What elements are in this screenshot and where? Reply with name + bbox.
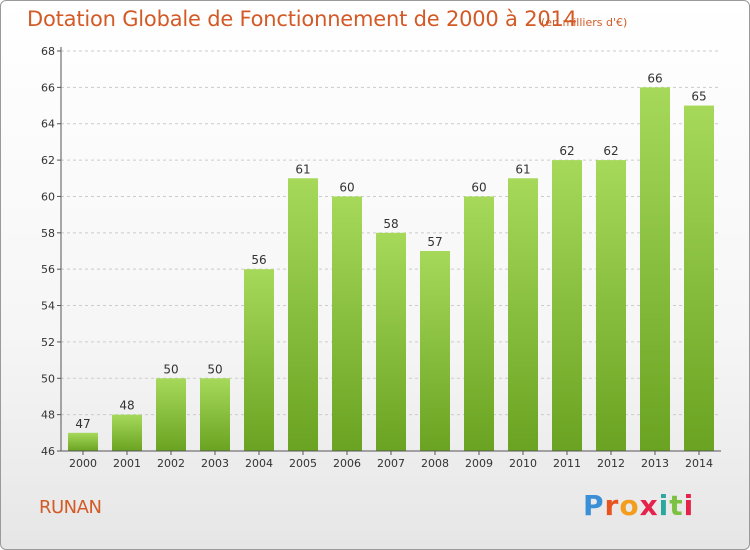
bar-value-label: 62 xyxy=(559,144,574,158)
bar-value-label: 62 xyxy=(603,144,618,158)
x-tick-label: 2007 xyxy=(377,457,405,470)
bar xyxy=(288,178,318,452)
logo-letter: r xyxy=(604,489,620,522)
bar-value-label: 50 xyxy=(163,362,178,376)
logo-letter: P xyxy=(583,489,605,522)
bar xyxy=(244,269,274,451)
bar-value-label: 61 xyxy=(295,162,310,176)
x-tick-label: 2008 xyxy=(421,457,449,470)
x-tick-label: 2004 xyxy=(245,457,273,470)
bar xyxy=(200,378,230,451)
y-tick-label: 64 xyxy=(41,118,55,131)
x-tick-label: 2011 xyxy=(553,457,581,470)
bar-value-label: 66 xyxy=(647,71,662,85)
y-tick-label: 66 xyxy=(41,81,55,94)
bar xyxy=(156,378,186,451)
chart-unit-note: (en milliers d'€) xyxy=(541,16,628,29)
y-tick-label: 68 xyxy=(41,45,55,58)
x-tick-label: 2001 xyxy=(113,457,141,470)
bar xyxy=(596,160,626,451)
x-tick-label: 2006 xyxy=(333,457,361,470)
x-tick-label: 2002 xyxy=(157,457,185,470)
x-tick-label: 2013 xyxy=(641,457,669,470)
bar-value-label: 56 xyxy=(251,253,266,267)
bar-value-label: 61 xyxy=(515,162,530,176)
bar-value-label: 58 xyxy=(383,217,398,231)
logo-letter: x xyxy=(639,489,659,522)
x-tick-label: 2005 xyxy=(289,457,317,470)
y-tick-label: 54 xyxy=(41,300,55,313)
bar xyxy=(464,196,494,451)
bar xyxy=(68,432,98,451)
x-tick-label: 2009 xyxy=(465,457,493,470)
y-tick-label: 56 xyxy=(41,263,55,276)
bar xyxy=(552,160,582,451)
proxiti-logo[interactable]: Proxiti xyxy=(583,489,694,522)
commune-name: RUNAN xyxy=(39,497,102,518)
y-tick-label: 62 xyxy=(41,154,55,167)
bar-value-label: 57 xyxy=(427,235,442,249)
bar xyxy=(640,87,670,451)
y-tick-label: 52 xyxy=(41,336,55,349)
logo-letter: i xyxy=(683,489,695,522)
bar-value-label: 60 xyxy=(471,180,486,194)
y-tick-label: 46 xyxy=(41,445,55,458)
y-tick-label: 48 xyxy=(41,409,55,422)
logo-letter: t xyxy=(669,489,684,522)
bars: 47 48 50 50 56 61 60 58 57 60 61 62 62 66 65 xyxy=(68,71,714,452)
bar xyxy=(112,414,142,451)
chart-title: Dotation Globale de Fonctionnement de 20… xyxy=(27,7,577,31)
y-tick-label: 50 xyxy=(41,372,55,385)
bar xyxy=(332,196,362,451)
bar xyxy=(420,251,450,451)
axes: 46 48 50 52 54 56 58 60 62 64 66 68 2000 2001 2002 2003… xyxy=(41,45,721,470)
y-tick-label: 60 xyxy=(41,190,55,203)
x-tick-label: 2000 xyxy=(69,457,97,470)
x-tick-label: 2010 xyxy=(509,457,537,470)
bar xyxy=(684,105,714,451)
logo-letter: i xyxy=(658,489,670,522)
bar-value-label: 65 xyxy=(691,90,706,104)
bar-value-label: 50 xyxy=(207,362,222,376)
bar-value-label: 47 xyxy=(75,417,90,431)
x-tick-label: 2003 xyxy=(201,457,229,470)
bar-value-label: 48 xyxy=(119,399,134,413)
bar xyxy=(376,232,406,451)
x-tick-label: 2012 xyxy=(597,457,625,470)
x-tick-label: 2014 xyxy=(685,457,713,470)
y-tick-label: 58 xyxy=(41,227,55,240)
bar-value-label: 60 xyxy=(339,180,354,194)
bar xyxy=(508,178,538,452)
logo-letter: o xyxy=(619,489,640,522)
